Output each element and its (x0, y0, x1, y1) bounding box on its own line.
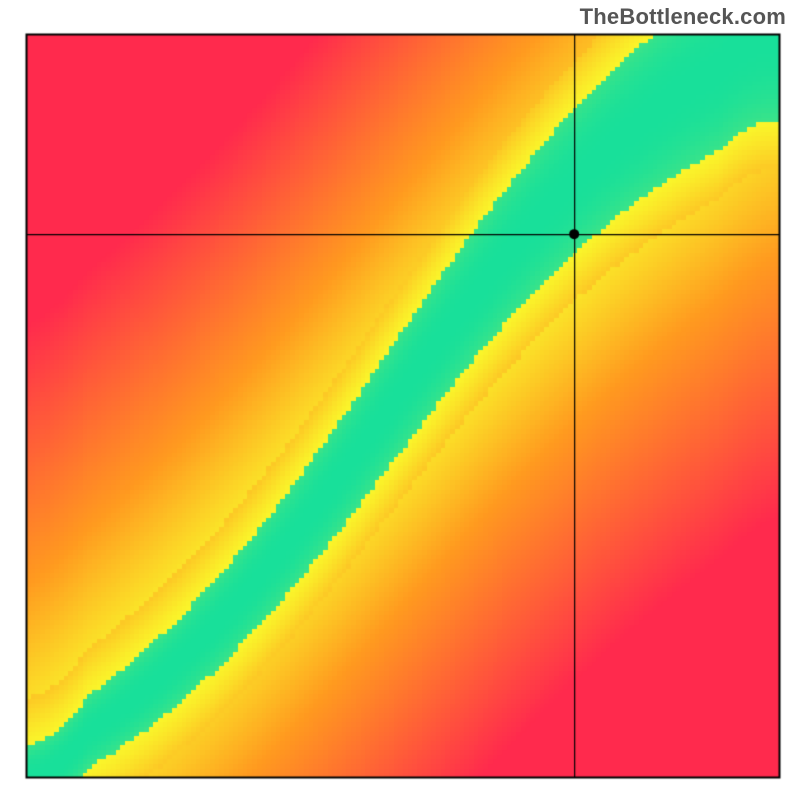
chart-container: TheBottleneck.com (0, 0, 800, 800)
bottleneck-heatmap (0, 0, 800, 800)
watermark-text: TheBottleneck.com (580, 4, 786, 30)
